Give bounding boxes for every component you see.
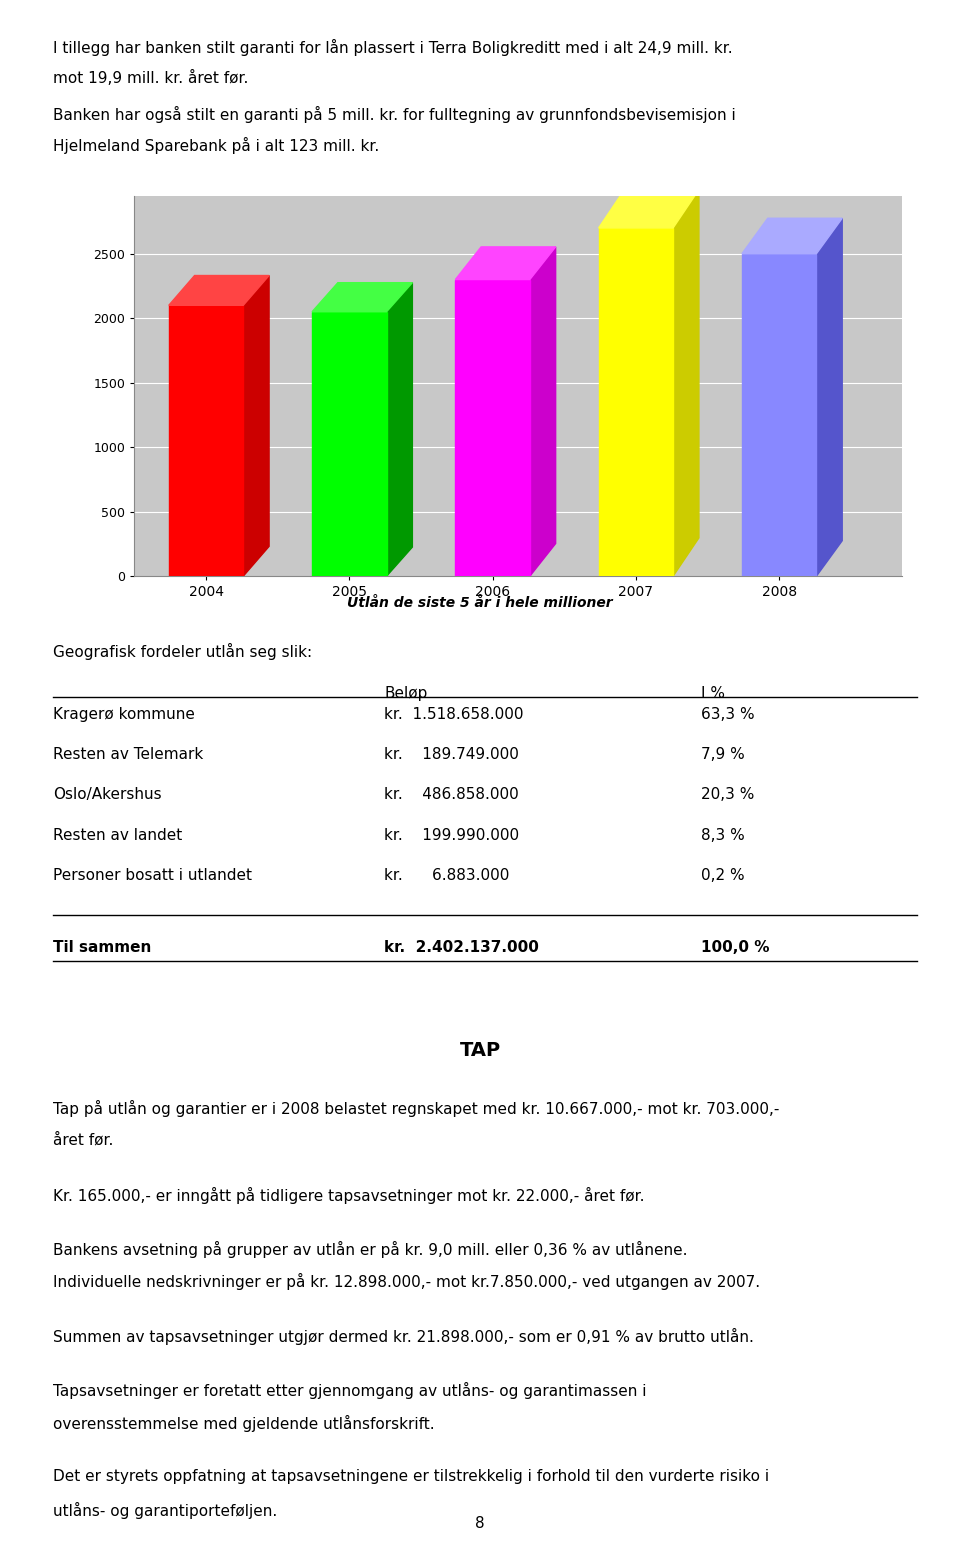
Text: kr.    199.990.000: kr. 199.990.000 [384,828,519,843]
Text: Til sammen: Til sammen [53,940,151,955]
Text: Geografisk fordeler utlån seg slik:: Geografisk fordeler utlån seg slik: [53,643,312,660]
Text: overensstemmelse med gjeldende utlånsforskrift.: overensstemmelse med gjeldende utlånsfor… [53,1415,435,1432]
Text: mot 19,9 mill. kr. året før.: mot 19,9 mill. kr. året før. [53,70,249,85]
Polygon shape [455,247,556,280]
Text: Kr. 165.000,- er inngått på tidligere tapsavsetninger mot kr. 22.000,- året før.: Kr. 165.000,- er inngått på tidligere ta… [53,1186,644,1204]
Polygon shape [455,280,530,576]
Polygon shape [742,219,842,253]
Polygon shape [599,228,673,576]
Text: Utlån de siste 5 år i hele millioner: Utlån de siste 5 år i hele millioner [348,596,612,610]
Text: Beløp: Beløp [384,686,427,702]
Text: 8,3 %: 8,3 % [701,828,745,843]
Text: Tap på utlån og garantier er i 2008 belastet regnskapet med kr. 10.667.000,- mot: Tap på utlån og garantier er i 2008 bela… [53,1100,780,1117]
Polygon shape [387,283,413,576]
Text: 100,0 %: 100,0 % [701,940,769,955]
Text: Kragerø kommune: Kragerø kommune [53,707,195,722]
Text: utlåns- og garantiporteføljen.: utlåns- og garantiporteføljen. [53,1502,277,1519]
Text: Banken har også stilt en garanti på 5 mill. kr. for fulltegning av grunnfondsbev: Banken har også stilt en garanti på 5 mi… [53,106,735,123]
Text: Resten av landet: Resten av landet [53,828,182,843]
Polygon shape [530,247,556,576]
Text: Det er styrets oppfatning at tapsavsetningene er tilstrekkelig i forhold til den: Det er styrets oppfatning at tapsavsetni… [53,1469,769,1485]
Text: kr.  1.518.658.000: kr. 1.518.658.000 [384,707,523,722]
Text: kr.    189.749.000: kr. 189.749.000 [384,747,518,763]
Polygon shape [169,306,243,576]
Text: Oslo/Akershus: Oslo/Akershus [53,787,161,803]
Polygon shape [816,219,842,576]
Polygon shape [169,275,269,306]
Text: Bankens avsetning på grupper av utlån er på kr. 9,0 mill. eller 0,36 % av utlåne: Bankens avsetning på grupper av utlån er… [53,1241,687,1258]
Polygon shape [312,312,387,576]
Text: 63,3 %: 63,3 % [701,707,755,722]
Polygon shape [312,283,413,312]
Text: Tapsavsetninger er foretatt etter gjennomgang av utlåns- og garantimassen i: Tapsavsetninger er foretatt etter gjenno… [53,1382,646,1399]
Text: Personer bosatt i utlandet: Personer bosatt i utlandet [53,868,252,884]
Text: 0,2 %: 0,2 % [701,868,744,884]
Text: Resten av Telemark: Resten av Telemark [53,747,204,763]
Polygon shape [243,275,269,576]
Text: Hjelmeland Sparebank på i alt 123 mill. kr.: Hjelmeland Sparebank på i alt 123 mill. … [53,137,379,154]
Text: 20,3 %: 20,3 % [701,787,755,803]
Text: TAP: TAP [460,1041,500,1059]
Text: I tillegg har banken stilt garanti for lån plassert i Terra Boligkreditt med i a: I tillegg har banken stilt garanti for l… [53,39,732,56]
Text: Individuelle nedskrivninger er på kr. 12.898.000,- mot kr.7.850.000,- ved utgang: Individuelle nedskrivninger er på kr. 12… [53,1273,760,1291]
Text: 7,9 %: 7,9 % [701,747,745,763]
Text: I %: I % [701,686,725,702]
Text: kr.      6.883.000: kr. 6.883.000 [384,868,510,884]
Text: året før.: året før. [53,1132,113,1148]
Text: Summen av tapsavsetninger utgjør dermed kr. 21.898.000,- som er 0,91 % av brutto: Summen av tapsavsetninger utgjør dermed … [53,1328,754,1345]
Polygon shape [599,189,699,228]
Polygon shape [673,189,699,576]
Text: 8: 8 [475,1516,485,1531]
Polygon shape [742,253,816,576]
Text: kr.    486.858.000: kr. 486.858.000 [384,787,518,803]
Text: kr.  2.402.137.000: kr. 2.402.137.000 [384,940,539,955]
